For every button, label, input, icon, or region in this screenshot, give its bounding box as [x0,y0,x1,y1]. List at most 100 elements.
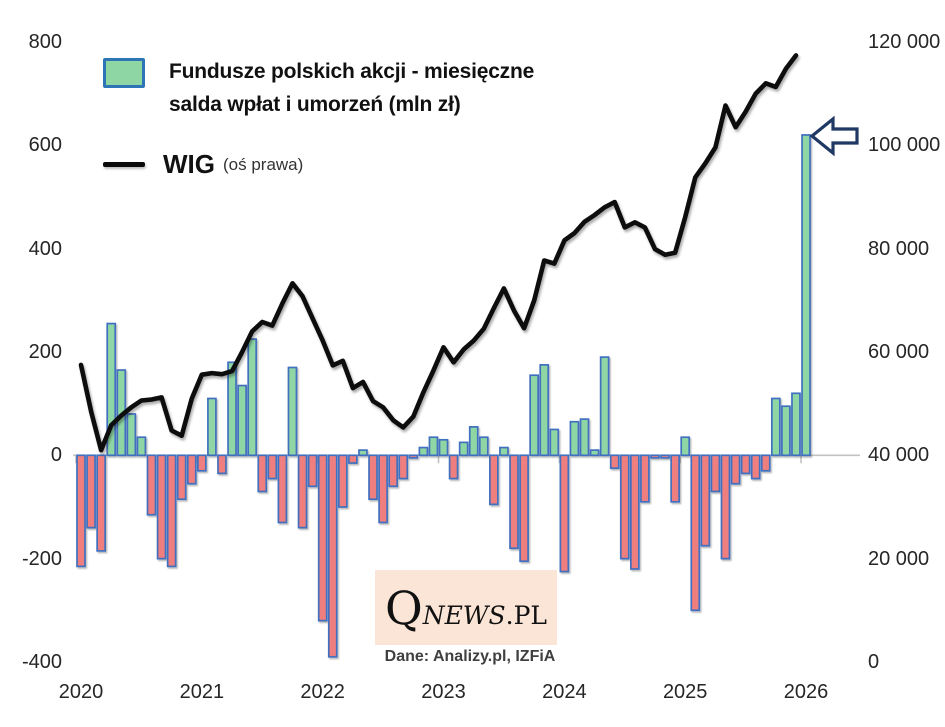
monthly-flow-bar [781,405,791,457]
x-axis-year-label: 2025 [662,681,708,703]
monthly-flow-bar [680,436,691,457]
monthly-flow-bar [96,454,106,552]
monthly-flow-bar [579,418,590,457]
monthly-flow-bar [760,454,771,472]
x-axis-year-label: 2024 [542,681,587,703]
bar-series-label-line2: salda wpłat i umorzeń (mln zł) [169,93,461,116]
monthly-flow-bar [670,454,680,503]
arrow-annotation [809,115,859,157]
right-axis-tick-label: 20 000 [868,547,930,570]
monthly-flow-bar [337,454,348,508]
monthly-flow-bar [156,454,167,560]
monthly-flow-bar [176,454,187,501]
left-axis-tick-label: 400 [28,237,62,260]
bar-series-label: Fundusze polskich akcji - miesięczne sal… [169,55,534,121]
right-axis-tick-label: 80 000 [868,237,930,260]
monthly-flow-bar [408,454,419,459]
monthly-flow-bar [448,454,459,480]
right-axis-tick-label: 0 [868,651,880,673]
wig-index-line [78,53,799,453]
monthly-flow-bar [750,454,761,480]
monthly-flow-bar [569,420,580,457]
monthly-flow-bar [196,454,207,472]
monthly-flow-bar [740,454,751,475]
monthly-flow-bar [559,454,570,573]
monthly-flow-bar [76,454,86,568]
monthly-flow-bar [227,361,237,457]
monthly-flow-bar [710,454,721,493]
qnews-watermark: Q NEWS .PL [375,570,557,645]
wig-line-swatch [103,162,145,167]
monthly-flow-bar [267,454,278,480]
right-axis-tick-label: 100 000 [868,134,941,157]
monthly-flow-bar [307,454,318,488]
monthly-flow-bar [640,454,650,503]
monthly-flow-bar [660,454,670,459]
monthly-flow-bar [166,454,177,568]
monthly-flow-bar [207,397,217,457]
monthly-flow-bar [428,436,439,457]
monthly-flow-bar [86,454,96,529]
qnews-logo-pl: .PL [505,600,548,630]
monthly-flow-bar [327,454,338,658]
monthly-flow-bar [217,454,227,475]
monthly-flow-bar [438,438,449,457]
monthly-flow-bar [458,441,469,457]
monthly-flow-bar [609,454,620,470]
monthly-flow-bar [287,366,298,457]
qnews-logo-q: Q [384,580,423,635]
monthly-flow-bar [136,436,147,457]
left-axis-tick-label: 600 [28,134,62,157]
bar-series-label-line1: Fundusze polskich akcji - miesięczne [169,60,535,83]
monthly-flow-bar [730,454,741,485]
monthly-flow-bar [589,449,600,457]
monthly-flow-bar [650,454,660,459]
left-axis-tick-label: 0 [50,444,62,467]
monthly-flow-bar [720,454,731,560]
monthly-flow-bar [529,374,540,457]
monthly-flow-bar [378,454,388,524]
bar-series-swatch [103,58,145,88]
monthly-flow-bar [509,454,519,550]
x-axis-year-label: 2022 [300,681,345,703]
monthly-flow-bar [629,454,640,570]
monthly-flow-bar [126,413,137,457]
x-axis-year-label: 2021 [179,681,225,703]
monthly-flow-bar [317,454,328,622]
monthly-flow-bar [700,454,711,547]
x-axis-year-label: 2026 [783,681,829,703]
monthly-flow-bar [599,356,610,457]
monthly-flow-bar [690,454,701,612]
monthly-flow-bar [619,454,630,560]
monthly-flow-bar [801,134,811,457]
legend: Fundusze polskich akcji - miesięczne sal… [103,55,534,180]
x-axis-year-label: 2020 [58,681,104,703]
legend-bar-series-row: Fundusze polskich akcji - miesięczne sal… [103,55,534,121]
monthly-flow-bar [348,454,358,464]
monthly-flow-bar [186,454,197,485]
right-axis-tick-label: 120 000 [868,31,941,53]
monthly-flow-bar [791,392,801,457]
bar-series-layer [76,134,811,658]
monthly-flow-bar [358,449,368,457]
left-axis-tick-label: -200 [21,547,62,570]
left-arrow-icon [809,115,859,157]
right-axis-tick-label: 60 000 [868,341,930,363]
wig-sublabel: (oś prawa) [223,154,304,174]
wig-line-layer [78,53,799,453]
left-axis-tick-label: 200 [28,341,62,363]
monthly-flow-bar [297,454,308,529]
left-axis-tick-label: -400 [21,651,62,673]
monthly-flow-bar [237,384,247,457]
monthly-flow-bar [770,397,781,457]
monthly-flow-bar [519,454,529,563]
monthly-flow-bar [549,428,560,457]
monthly-flow-bar [277,454,288,524]
data-source-note: Dane: Analizy.pl, IZFiA [384,648,556,665]
monthly-flow-bar [388,454,399,488]
monthly-flow-bar [247,338,258,457]
monthly-flow-bar [499,446,509,457]
monthly-flow-bar [146,454,157,516]
